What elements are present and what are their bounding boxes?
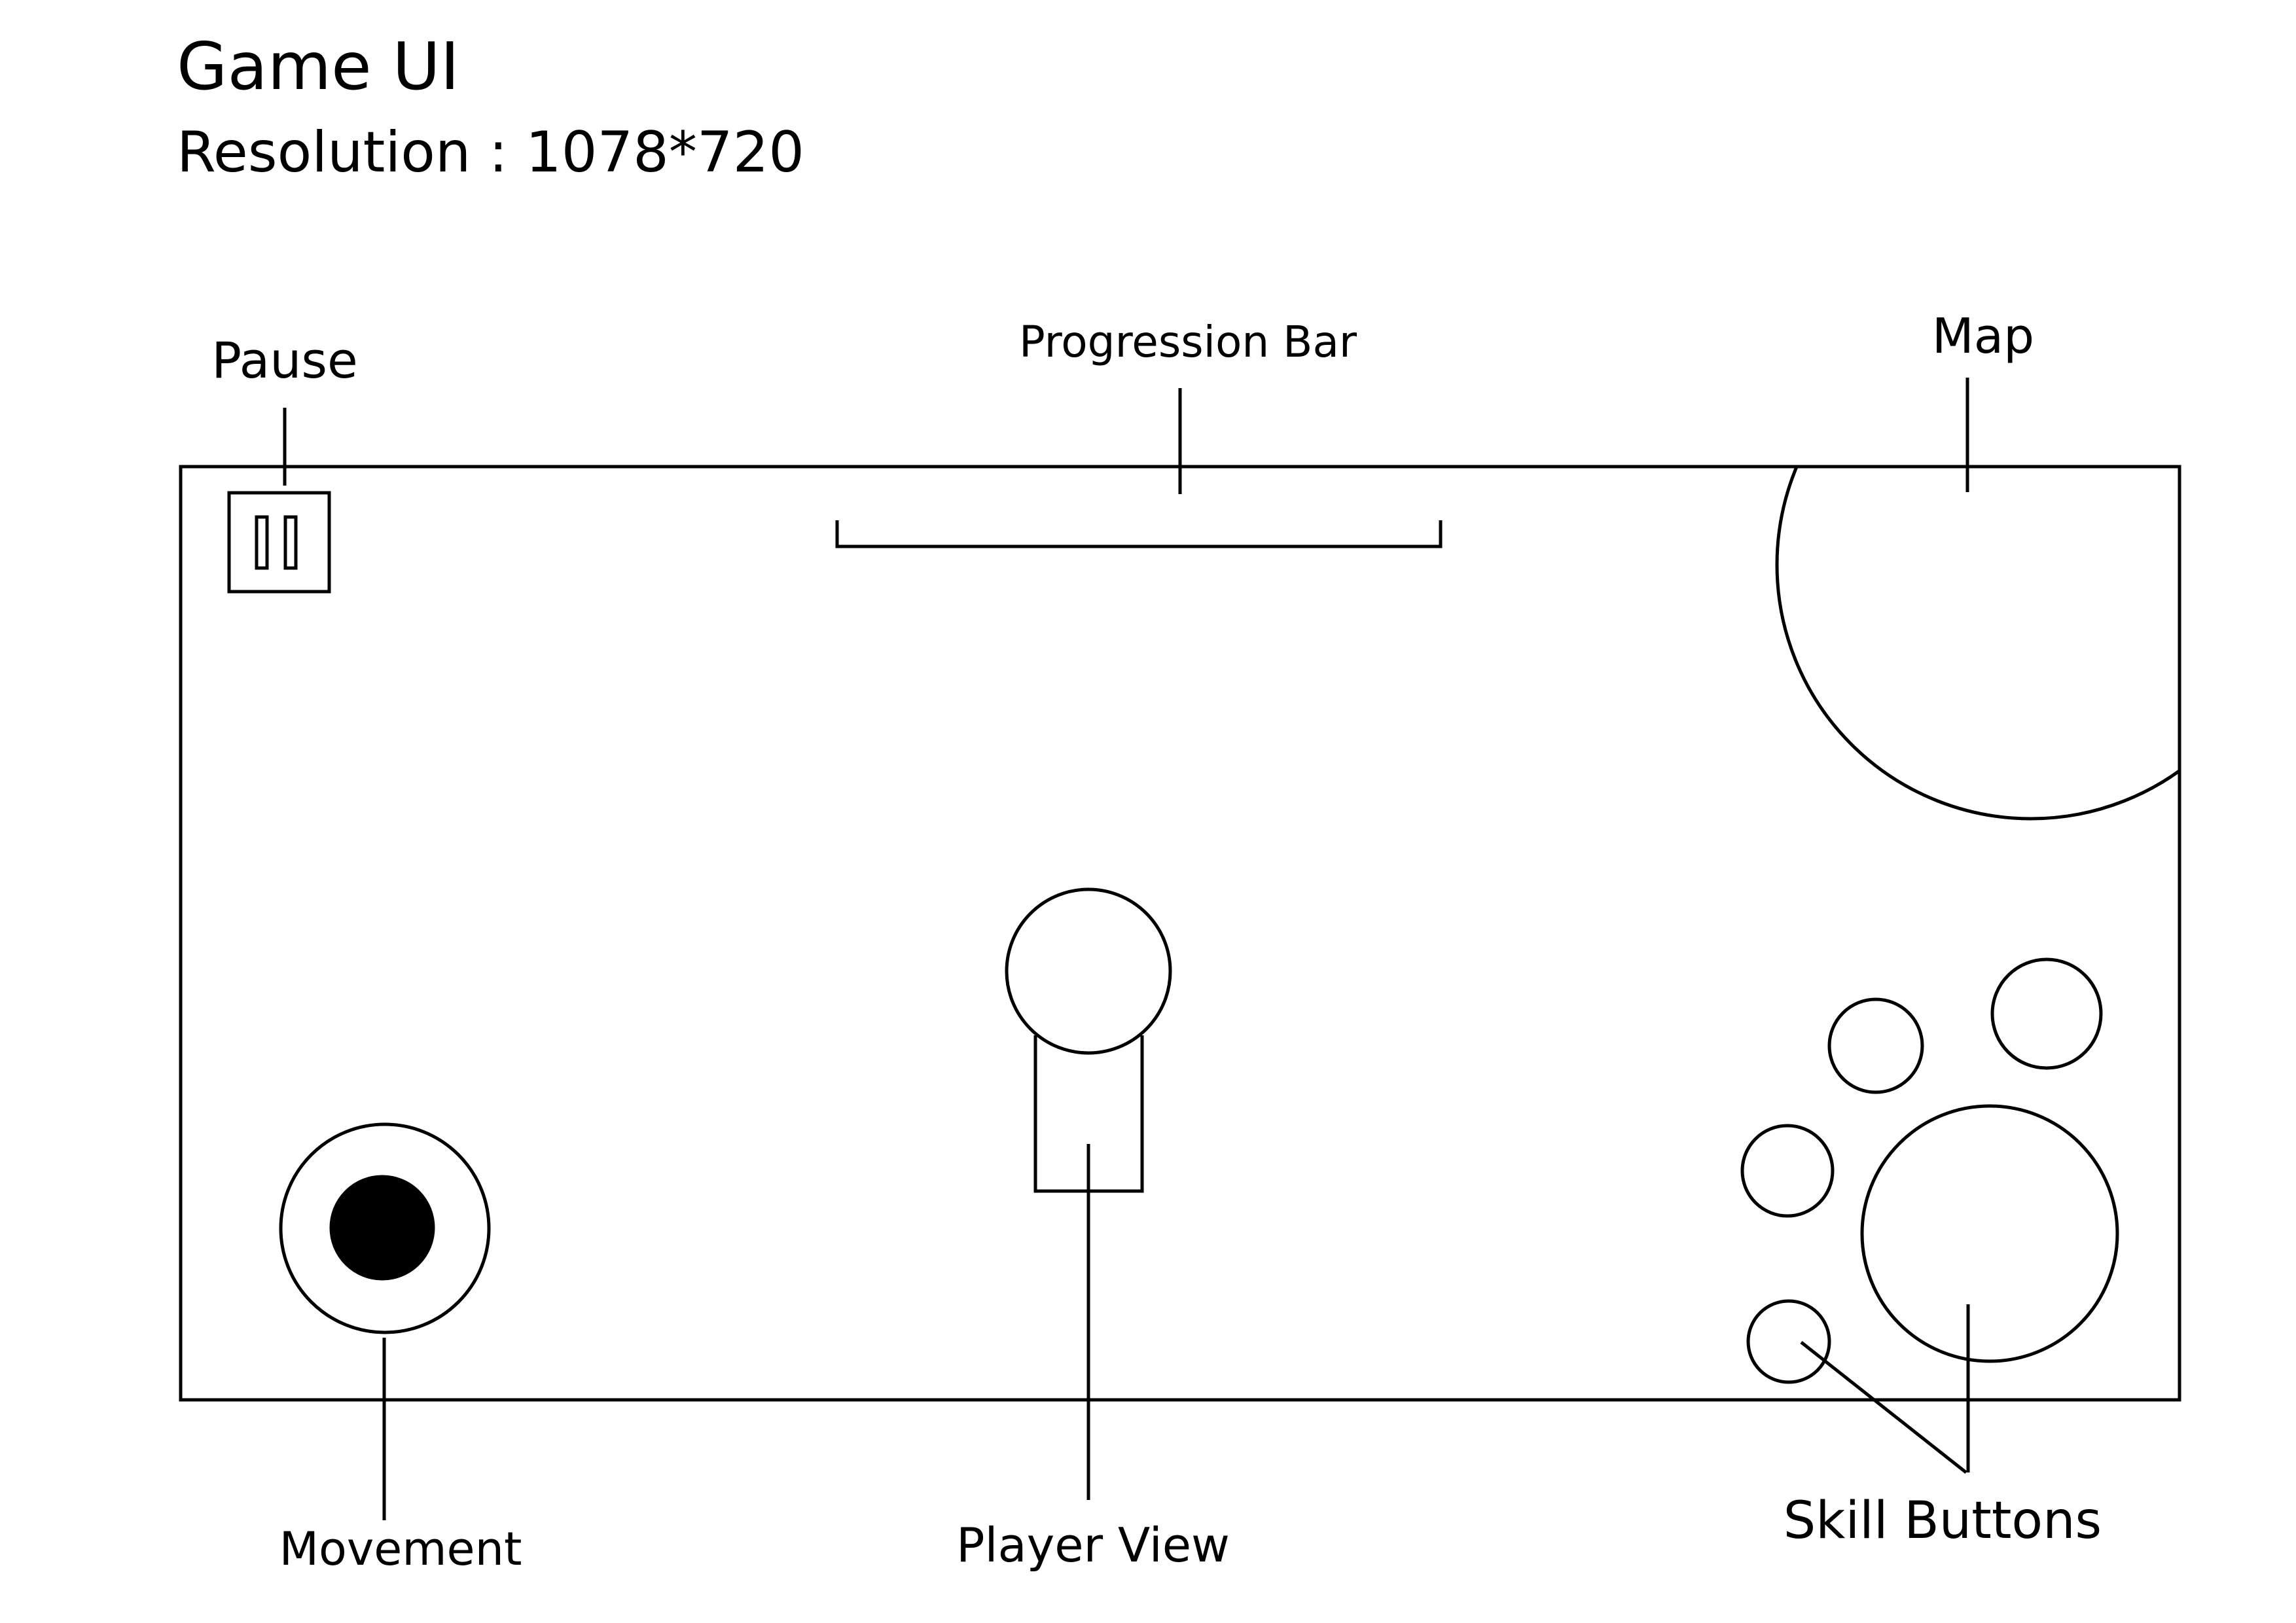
skill-button-3[interactable] — [1740, 1124, 1835, 1218]
skill-button-2[interactable] — [1990, 957, 2103, 1070]
resolution-label: Resolution : 1078*720 — [177, 120, 805, 185]
game-screen-frame — [179, 465, 2181, 1402]
progression-bar — [835, 520, 1443, 548]
skill-button-main[interactable] — [1860, 1104, 2119, 1363]
movement-callout: Movement — [279, 1522, 522, 1576]
skill-buttons-callout: Skill Buttons — [1783, 1491, 2102, 1550]
player-head — [1005, 887, 1172, 1055]
pause-icon-bar-left — [255, 515, 269, 570]
progression-bar-callout: Progression Bar — [1018, 317, 1357, 367]
pause-icon-bar-right — [283, 515, 298, 570]
diagram-title: Game UI — [177, 28, 460, 105]
pause-button[interactable] — [227, 491, 331, 594]
pause-button-frame — [227, 491, 331, 594]
skill-buttons-leader-line-small — [1800, 1341, 1967, 1474]
skill-button-4[interactable] — [1746, 1299, 1831, 1384]
movement-joystick-knob[interactable] — [329, 1175, 435, 1281]
player-view-callout: Player View — [956, 1518, 1230, 1573]
map-callout: Map — [1931, 308, 2035, 365]
movement-joystick-base[interactable] — [279, 1122, 491, 1334]
pause-callout: Pause — [211, 331, 358, 389]
map-circle[interactable] — [1775, 311, 2285, 821]
skill-button-1[interactable] — [1827, 997, 1924, 1094]
